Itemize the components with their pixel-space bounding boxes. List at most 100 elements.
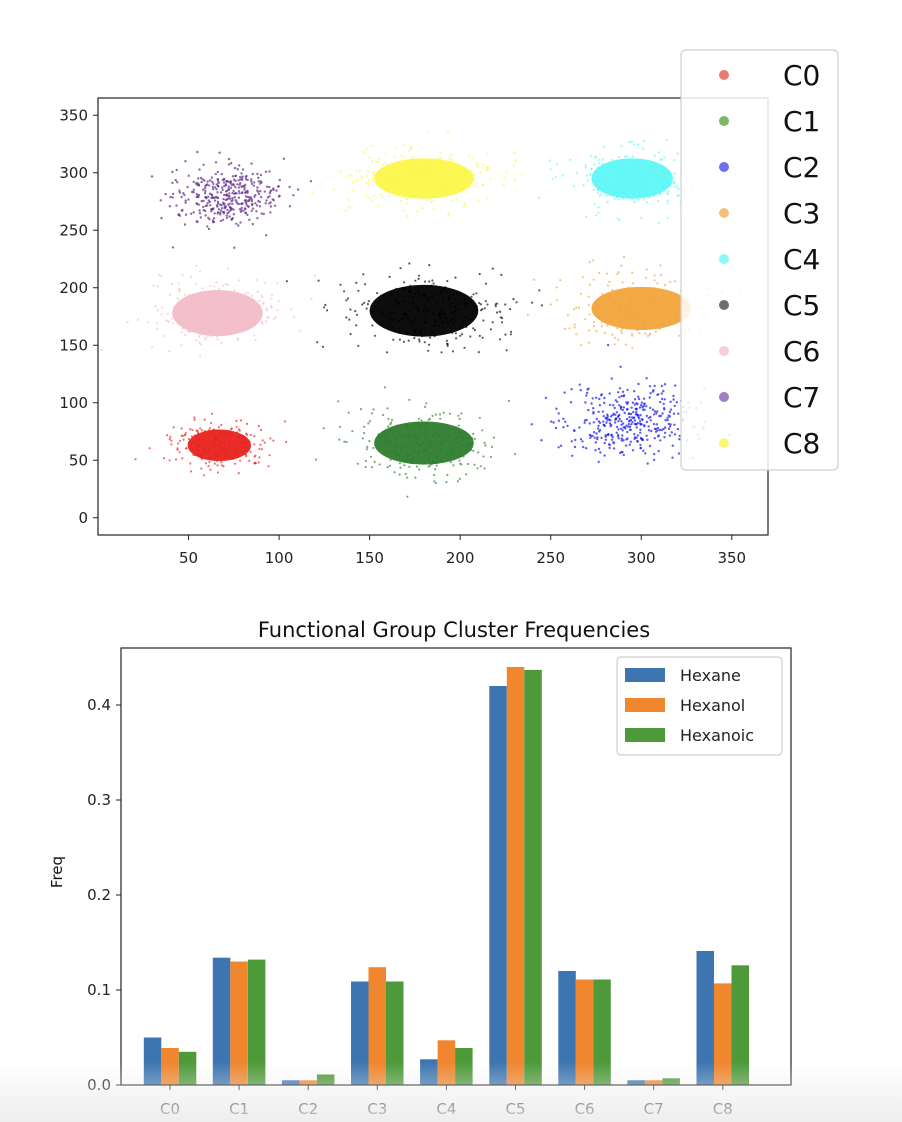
scatter-point (226, 208, 229, 212)
scatter-point (196, 316, 199, 319)
scatter-point (486, 152, 489, 155)
scatter-point (616, 327, 619, 330)
scatter-point (428, 343, 431, 346)
scatter-point (655, 296, 658, 299)
scatter-point (247, 307, 250, 310)
scatter-point (453, 172, 456, 175)
scatter-point (215, 459, 218, 462)
bar-c6-hexanol (575, 979, 594, 1085)
scatter-point (644, 183, 647, 186)
scatter-point (255, 210, 258, 213)
scatter-point (399, 163, 402, 166)
scatter-point (290, 308, 293, 311)
scatter-point (259, 428, 263, 432)
scatter-point (213, 438, 216, 441)
scatter-point (210, 412, 213, 415)
bar-c5-hexanol (506, 667, 525, 1085)
scatter-point (417, 173, 420, 176)
scatter-point (429, 464, 432, 467)
scatter-point (421, 206, 424, 210)
scatter-point (193, 319, 196, 322)
scatter-point (445, 339, 448, 342)
scatter-point (265, 307, 269, 310)
scatter-point (262, 212, 265, 216)
scatter-point (662, 186, 665, 189)
scatter-point (619, 321, 622, 324)
scatter-point (667, 422, 671, 426)
scatter-point (387, 176, 390, 179)
scatter-point (626, 317, 629, 320)
scatter-point (570, 388, 573, 391)
scatter-point (460, 177, 463, 180)
scatter-point (584, 163, 587, 167)
scatter-point (367, 300, 370, 303)
scatter-point (187, 293, 190, 296)
scatter-point (632, 172, 636, 175)
scatter-point (605, 194, 608, 197)
scatter-point (323, 306, 326, 309)
scatter-point (472, 157, 475, 160)
scatter-point (650, 322, 653, 325)
scatter-point (605, 416, 609, 420)
scatter-point (249, 303, 252, 306)
scatter-point (195, 327, 198, 331)
scatter-point (663, 383, 667, 386)
scatter-point (551, 178, 554, 181)
scatter-point (393, 304, 396, 307)
scatter-point (628, 316, 631, 319)
scatter-point (326, 309, 329, 312)
scatter-point (215, 437, 218, 440)
scatter-point (175, 204, 178, 207)
scatter-point (260, 181, 263, 184)
scatter-point (276, 309, 279, 312)
scatter-point (563, 391, 566, 394)
legend-label-c7: C7 (783, 381, 820, 414)
scatter-point (372, 174, 375, 177)
scatter-point (603, 401, 606, 405)
scatter-point (450, 441, 453, 444)
scatter-point (413, 317, 417, 320)
scatter-point (409, 445, 412, 448)
scatter-point (451, 350, 455, 353)
scatter-point (662, 402, 665, 406)
scatter-point (505, 349, 508, 352)
scatter-point (367, 179, 370, 182)
scatter-point (241, 298, 244, 301)
scatter-point (222, 465, 225, 468)
scatter-point (469, 443, 472, 446)
scatter-point (655, 412, 658, 415)
scatter-point (423, 341, 426, 344)
scatter-point (630, 332, 634, 335)
scatter-point (615, 196, 618, 199)
scatter-point (217, 430, 220, 433)
scatter-point (449, 174, 452, 177)
scatter-point (147, 321, 150, 324)
scatter-point (631, 159, 635, 162)
scatter-point (436, 165, 439, 168)
scatter-point (439, 167, 442, 170)
scatter-point (400, 450, 403, 453)
scatter-point (381, 310, 384, 313)
scatter-point (240, 419, 243, 422)
scatter-point (197, 438, 201, 441)
scatter-point (317, 279, 320, 282)
scatter-point (413, 306, 416, 309)
scatter-point (608, 422, 612, 425)
scatter-point (384, 152, 387, 155)
scatter-point (244, 316, 247, 319)
scatter-point (598, 194, 602, 197)
scatter-point (245, 174, 248, 178)
scatter-point (213, 428, 216, 431)
scatter-point (185, 301, 188, 305)
scatter-point (620, 264, 623, 267)
scatter-point (248, 218, 251, 221)
bar-chart: Functional Group Cluster Frequencies C0 C… (48, 618, 792, 1118)
scatter-point (441, 180, 444, 183)
scatter-point (607, 293, 611, 296)
scatter-point (396, 162, 399, 165)
scatter-point (632, 282, 635, 285)
scatter-point (501, 321, 504, 324)
scatter-point (413, 172, 417, 175)
scatter-point (659, 158, 662, 161)
